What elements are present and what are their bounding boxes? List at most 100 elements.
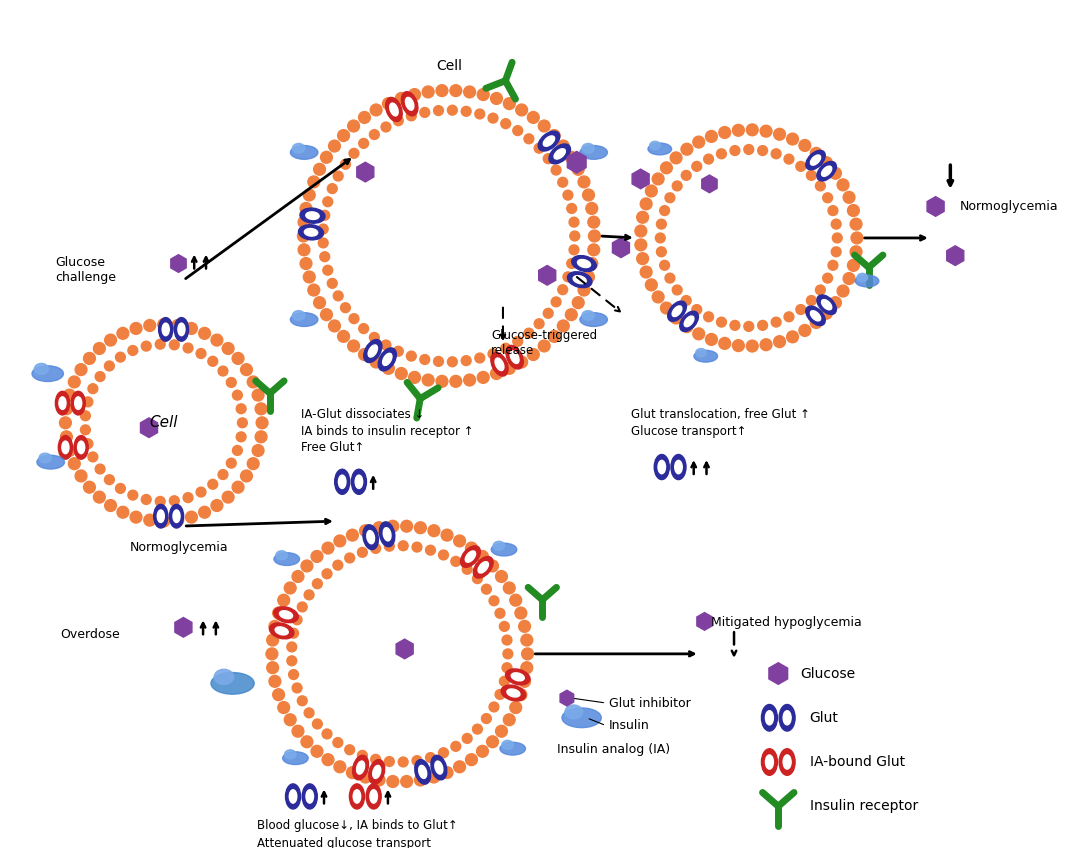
Circle shape	[340, 303, 350, 313]
Circle shape	[501, 343, 511, 354]
Circle shape	[141, 494, 151, 505]
Circle shape	[829, 297, 841, 309]
Circle shape	[319, 238, 328, 248]
Circle shape	[450, 556, 461, 566]
Circle shape	[117, 506, 129, 518]
Circle shape	[184, 343, 193, 353]
Circle shape	[516, 104, 527, 116]
Ellipse shape	[858, 273, 867, 282]
Ellipse shape	[306, 212, 320, 220]
Ellipse shape	[283, 752, 308, 765]
Circle shape	[502, 635, 512, 645]
Circle shape	[272, 689, 284, 700]
Circle shape	[518, 676, 530, 687]
Circle shape	[311, 745, 323, 757]
Ellipse shape	[350, 784, 364, 809]
Circle shape	[298, 553, 501, 755]
Circle shape	[94, 491, 105, 503]
Ellipse shape	[465, 551, 475, 562]
Circle shape	[266, 648, 278, 660]
Circle shape	[144, 320, 156, 332]
Circle shape	[640, 266, 652, 278]
Ellipse shape	[766, 711, 773, 725]
Circle shape	[692, 304, 702, 315]
Circle shape	[428, 771, 440, 783]
Circle shape	[68, 458, 80, 470]
Circle shape	[292, 79, 606, 393]
Circle shape	[773, 336, 785, 348]
Circle shape	[823, 192, 833, 203]
Ellipse shape	[502, 740, 513, 750]
Circle shape	[83, 353, 95, 365]
Circle shape	[823, 273, 833, 283]
Circle shape	[284, 582, 296, 594]
Ellipse shape	[178, 323, 185, 336]
Ellipse shape	[816, 295, 836, 315]
Circle shape	[293, 615, 302, 625]
Circle shape	[349, 314, 359, 324]
Circle shape	[59, 417, 71, 429]
Ellipse shape	[159, 318, 173, 341]
Ellipse shape	[275, 550, 287, 560]
Circle shape	[495, 689, 504, 700]
Circle shape	[321, 152, 333, 163]
Ellipse shape	[507, 345, 524, 369]
Circle shape	[510, 594, 522, 606]
Ellipse shape	[460, 546, 481, 567]
Circle shape	[693, 137, 704, 148]
Polygon shape	[567, 152, 586, 173]
Circle shape	[454, 761, 465, 773]
Ellipse shape	[62, 441, 69, 454]
Circle shape	[300, 258, 312, 270]
Circle shape	[482, 714, 491, 723]
Circle shape	[588, 216, 599, 228]
Circle shape	[652, 291, 664, 303]
Ellipse shape	[478, 561, 488, 573]
Circle shape	[278, 701, 289, 713]
Ellipse shape	[822, 299, 832, 310]
Circle shape	[338, 130, 350, 142]
Circle shape	[60, 431, 72, 443]
Circle shape	[521, 634, 532, 646]
Ellipse shape	[383, 527, 391, 541]
Ellipse shape	[158, 510, 164, 522]
Circle shape	[433, 356, 444, 366]
Circle shape	[255, 431, 267, 443]
Circle shape	[186, 511, 198, 523]
Ellipse shape	[280, 611, 293, 619]
Circle shape	[247, 376, 259, 388]
Ellipse shape	[390, 103, 399, 116]
Ellipse shape	[806, 150, 825, 170]
Ellipse shape	[490, 353, 508, 376]
Circle shape	[716, 149, 727, 159]
Circle shape	[589, 230, 600, 242]
Circle shape	[374, 522, 384, 533]
Circle shape	[369, 332, 379, 343]
Text: Glucose transport↑: Glucose transport↑	[631, 425, 746, 438]
Circle shape	[538, 120, 550, 132]
Ellipse shape	[173, 510, 180, 522]
Circle shape	[462, 734, 472, 744]
Circle shape	[657, 219, 666, 229]
Circle shape	[850, 218, 862, 230]
Circle shape	[569, 245, 579, 254]
Circle shape	[87, 384, 98, 393]
Ellipse shape	[285, 784, 300, 809]
Circle shape	[232, 445, 242, 455]
Ellipse shape	[822, 166, 832, 176]
Circle shape	[393, 346, 403, 356]
Circle shape	[656, 233, 665, 243]
Circle shape	[426, 753, 435, 762]
Circle shape	[510, 701, 522, 713]
Circle shape	[308, 284, 320, 296]
Circle shape	[184, 493, 193, 503]
Ellipse shape	[338, 475, 346, 488]
Circle shape	[415, 774, 427, 786]
Circle shape	[334, 535, 346, 547]
Circle shape	[320, 210, 329, 220]
Ellipse shape	[291, 146, 318, 159]
Circle shape	[426, 545, 435, 555]
Polygon shape	[632, 169, 649, 189]
Polygon shape	[947, 246, 963, 265]
Circle shape	[322, 754, 334, 766]
